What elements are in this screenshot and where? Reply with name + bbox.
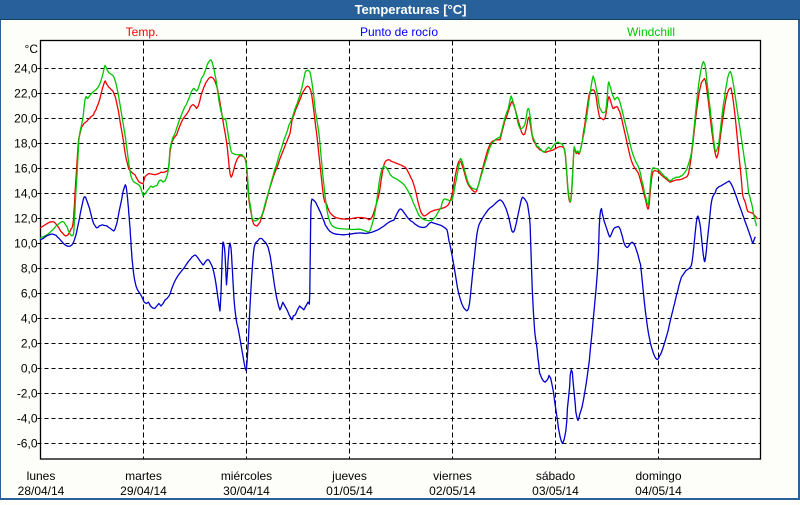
svg-text:14,0: 14,0 (14, 187, 38, 201)
svg-text:01/05/14: 01/05/14 (326, 484, 373, 498)
svg-text:domingo: domingo (635, 469, 681, 483)
svg-text:18,0: 18,0 (14, 137, 38, 151)
svg-text:16,0: 16,0 (14, 162, 38, 176)
svg-text:martes: martes (125, 469, 162, 483)
svg-text:°C: °C (25, 42, 39, 56)
svg-text:04/05/14: 04/05/14 (635, 484, 682, 498)
svg-text:-2,0: -2,0 (17, 387, 38, 401)
svg-text:30/04/14: 30/04/14 (223, 484, 270, 498)
svg-text:10,0: 10,0 (14, 237, 38, 251)
svg-text:-6,0: -6,0 (17, 437, 38, 451)
svg-text:2,0: 2,0 (21, 337, 38, 351)
svg-text:Windchill: Windchill (627, 25, 675, 39)
svg-text:29/04/14: 29/04/14 (120, 484, 167, 498)
svg-text:sábado: sábado (536, 469, 576, 483)
svg-text:Punto de rocío: Punto de rocío (360, 25, 438, 39)
svg-text:miércoles: miércoles (221, 469, 272, 483)
svg-text:4,0: 4,0 (21, 312, 38, 326)
svg-text:viernes: viernes (433, 469, 472, 483)
svg-text:02/05/14: 02/05/14 (429, 484, 476, 498)
svg-text:-4,0: -4,0 (17, 412, 38, 426)
svg-text:12,0: 12,0 (14, 212, 38, 226)
svg-text:jueves: jueves (331, 469, 367, 483)
svg-text:20,0: 20,0 (14, 112, 38, 126)
svg-text:24,0: 24,0 (14, 62, 38, 76)
svg-text:28/04/14: 28/04/14 (18, 484, 65, 498)
svg-text:03/05/14: 03/05/14 (532, 484, 579, 498)
svg-text:lunes: lunes (27, 469, 56, 483)
svg-text:Temp.: Temp. (126, 25, 159, 39)
svg-text:22,0: 22,0 (14, 87, 38, 101)
svg-text:8,0: 8,0 (21, 262, 38, 276)
svg-text:0,0: 0,0 (21, 362, 38, 376)
svg-text:6,0: 6,0 (21, 287, 38, 301)
